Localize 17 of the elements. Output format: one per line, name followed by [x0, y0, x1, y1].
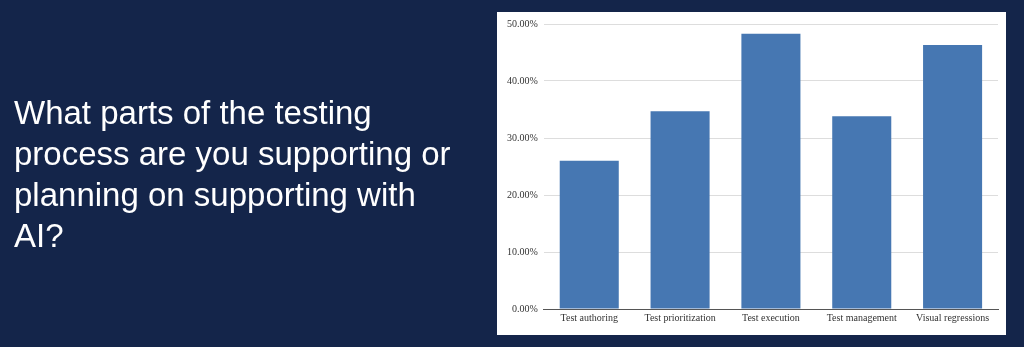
- y-tick-label: 0.00%: [511, 302, 538, 314]
- y-tick-label: 10.00%: [506, 245, 538, 257]
- bar: [559, 160, 619, 309]
- bar: [832, 116, 892, 309]
- y-tick-label: 20.00%: [506, 188, 538, 200]
- bar: [650, 111, 710, 309]
- text: What parts of the testing process are you supporting or planning on supporting with AI?: [14, 93, 452, 256]
- bar: [923, 45, 983, 309]
- x-tick-label: Test prioritization: [644, 311, 716, 323]
- y-tick-label: 30.00%: [506, 131, 538, 143]
- y-tick-label: 50.00%: [506, 17, 538, 29]
- x-tick-label: Test authoring: [560, 311, 618, 323]
- x-tick-label: Test management: [826, 311, 898, 323]
- y-tick-label: 40.00%: [506, 74, 538, 86]
- x-tick-label: Test execution: [741, 311, 800, 323]
- x-tick-label: Visual regressions: [916, 311, 990, 323]
- bar: [741, 33, 801, 309]
